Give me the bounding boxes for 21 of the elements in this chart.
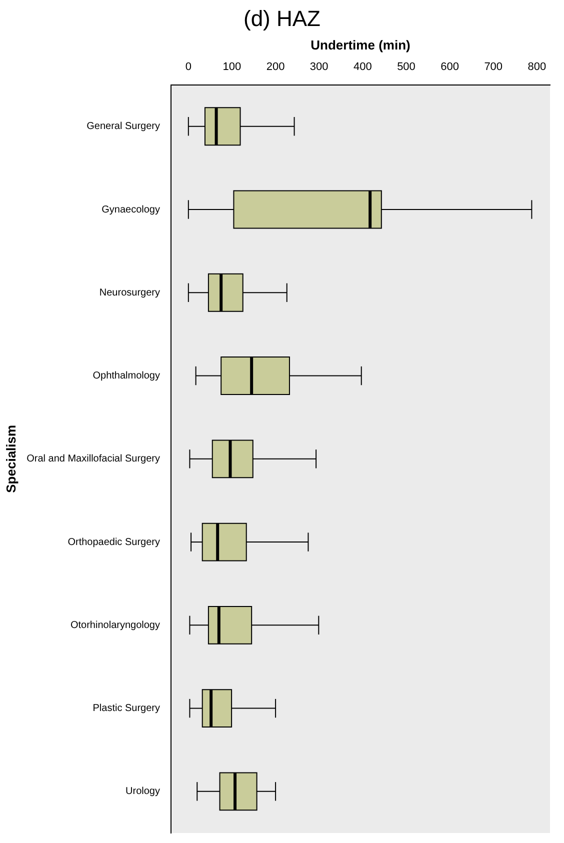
x-tick-label: 100 bbox=[222, 61, 242, 74]
y-tick-label: Gynaecology bbox=[102, 204, 160, 216]
y-tick-label: Neurosurgery bbox=[99, 287, 160, 298]
y-tick-label: Ophthalmology bbox=[92, 370, 160, 382]
x-tick-label: 300 bbox=[310, 61, 328, 74]
y-axis-title: Specialism bbox=[3, 424, 18, 493]
x-tick-label: 200 bbox=[266, 61, 285, 74]
x-axis-title: Undertime (min) bbox=[310, 37, 410, 52]
y-tick-label: General Surgery bbox=[86, 121, 160, 132]
y-tick-label: Oral and Maxillofacial Surgery bbox=[26, 454, 160, 465]
x-tick-label: 800 bbox=[528, 61, 546, 74]
y-tick-label: Plastic Surgery bbox=[92, 703, 160, 714]
chart-title: (d) HAZ bbox=[242, 5, 322, 33]
y-tick-label: Orthopaedic Surgery bbox=[68, 536, 160, 548]
x-tick-label: 500 bbox=[397, 61, 416, 74]
x-tick-label: 600 bbox=[440, 61, 459, 74]
x-tick-label: 700 bbox=[484, 61, 503, 74]
y-tick-label: Urology bbox=[126, 786, 160, 798]
x-tick-label: 400 bbox=[353, 61, 372, 74]
x-tick-label: 0 bbox=[185, 61, 192, 74]
y-tick-label: Otorhinolaryngology bbox=[70, 620, 160, 631]
